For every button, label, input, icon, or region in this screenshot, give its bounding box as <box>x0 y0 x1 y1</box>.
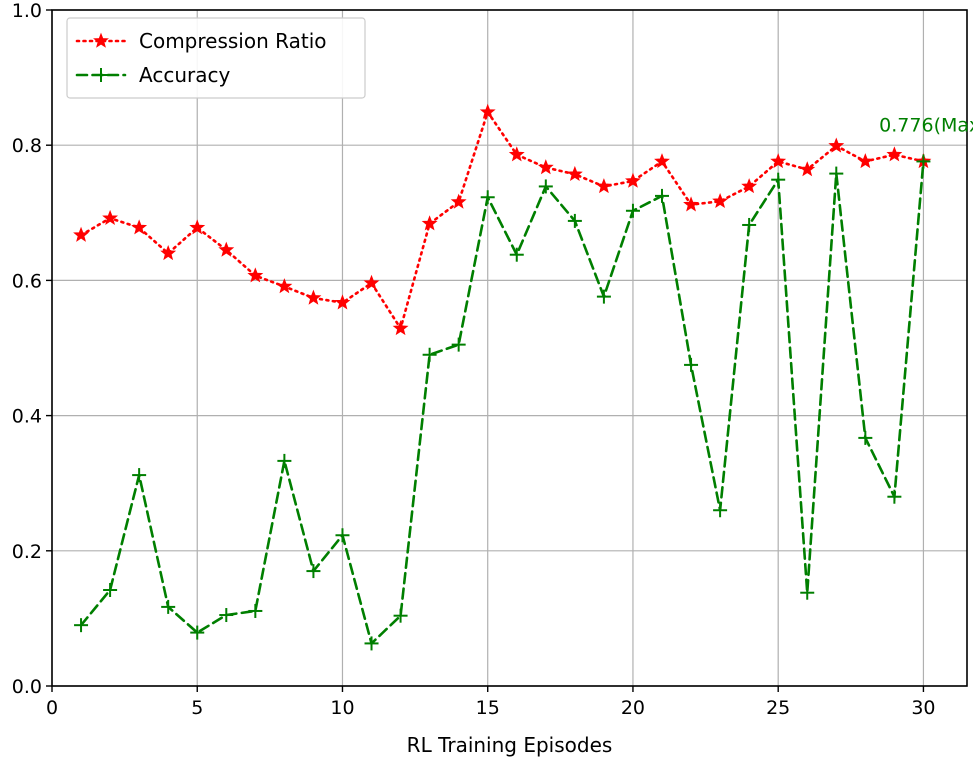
series-2 <box>74 154 931 651</box>
legend: Compression Ratio Accuracy <box>66 17 366 99</box>
data-point <box>683 196 699 212</box>
data-point <box>712 192 729 209</box>
data-point <box>392 320 409 336</box>
y-tick-label: 0.0 <box>12 676 42 698</box>
data-point <box>625 172 641 188</box>
data-point <box>509 247 524 262</box>
series-line <box>79 160 925 646</box>
data-point <box>800 585 815 600</box>
data-point <box>219 608 234 623</box>
data-point <box>74 618 89 633</box>
data-point <box>713 503 728 518</box>
data-point <box>742 217 757 232</box>
data-point <box>655 188 669 203</box>
x-tick-label: 25 <box>766 697 790 719</box>
data-point <box>393 608 408 623</box>
x-tick-label: 30 <box>911 697 935 719</box>
legend-label: Compression Ratio <box>139 29 326 53</box>
data-point <box>857 153 874 169</box>
x-tick-label: 10 <box>330 697 354 719</box>
y-tick-label: 1.0 <box>12 0 42 22</box>
x-tick-label: 5 <box>191 697 203 719</box>
data-point <box>741 178 758 194</box>
data-point <box>276 278 293 294</box>
legend-box <box>66 17 366 99</box>
x-axis-title: RL Training Episodes <box>407 733 613 757</box>
data-point <box>131 219 148 235</box>
data-point <box>595 178 612 194</box>
data-point <box>508 146 525 162</box>
data-point <box>335 528 350 543</box>
x-tick-label: 20 <box>621 697 645 719</box>
annotations: 0.776(Max) <box>879 114 973 136</box>
data-point <box>567 213 582 228</box>
data-point <box>305 289 322 305</box>
data-point <box>828 137 845 153</box>
legend-marker <box>94 68 108 82</box>
data-point <box>916 154 931 169</box>
y-tick-label: 0.8 <box>12 135 42 157</box>
plot-frame <box>51 9 968 687</box>
data-point <box>538 179 553 194</box>
grid <box>51 9 967 687</box>
series-1 <box>73 103 932 336</box>
data-point <box>334 294 351 310</box>
data-point <box>161 599 176 614</box>
series-layer <box>73 103 932 651</box>
series-line <box>79 109 925 332</box>
data-point <box>160 245 177 261</box>
data-point <box>829 166 844 181</box>
max-annotation: 0.776(Max) <box>879 114 973 136</box>
data-point <box>102 209 119 225</box>
data-point <box>625 203 640 218</box>
data-point <box>596 289 611 304</box>
data-point <box>422 347 437 362</box>
data-point <box>886 146 903 162</box>
data-point <box>189 219 206 235</box>
data-point <box>277 453 292 468</box>
data-point <box>566 165 583 182</box>
data-point <box>218 241 235 257</box>
data-point <box>858 430 873 445</box>
data-point <box>364 636 379 651</box>
y-tick-label: 0.4 <box>12 406 42 428</box>
data-point <box>451 337 466 352</box>
data-point <box>247 267 264 283</box>
data-point <box>363 274 380 290</box>
x-tick-label: 15 <box>476 697 500 719</box>
data-point <box>103 583 118 598</box>
data-point <box>248 603 263 618</box>
legend-label: Accuracy <box>139 63 230 87</box>
legend-item: Accuracy <box>75 63 230 87</box>
data-point <box>421 215 438 231</box>
data-point <box>190 625 205 640</box>
data-point <box>450 193 467 209</box>
data-point <box>73 226 89 242</box>
y-tick-label: 0.2 <box>12 541 42 563</box>
ticks: 0 5 10 15 20 25 30 0.0 0.2 0.4 0.6 0.8 1.0 <box>12 0 936 719</box>
data-point <box>480 190 495 205</box>
y-tick-label: 0.6 <box>12 270 42 292</box>
data-point <box>887 489 902 504</box>
x-tick-label: 0 <box>46 697 58 719</box>
data-point <box>770 153 787 169</box>
data-point <box>654 153 670 169</box>
data-point <box>771 172 786 187</box>
data-point <box>537 159 554 175</box>
legend-marker <box>93 32 109 48</box>
data-point <box>132 468 147 483</box>
data-point <box>479 103 496 119</box>
data-point <box>306 564 321 579</box>
data-point <box>684 357 699 372</box>
legend-item: Compression Ratio <box>75 29 326 53</box>
data-point <box>799 161 816 177</box>
